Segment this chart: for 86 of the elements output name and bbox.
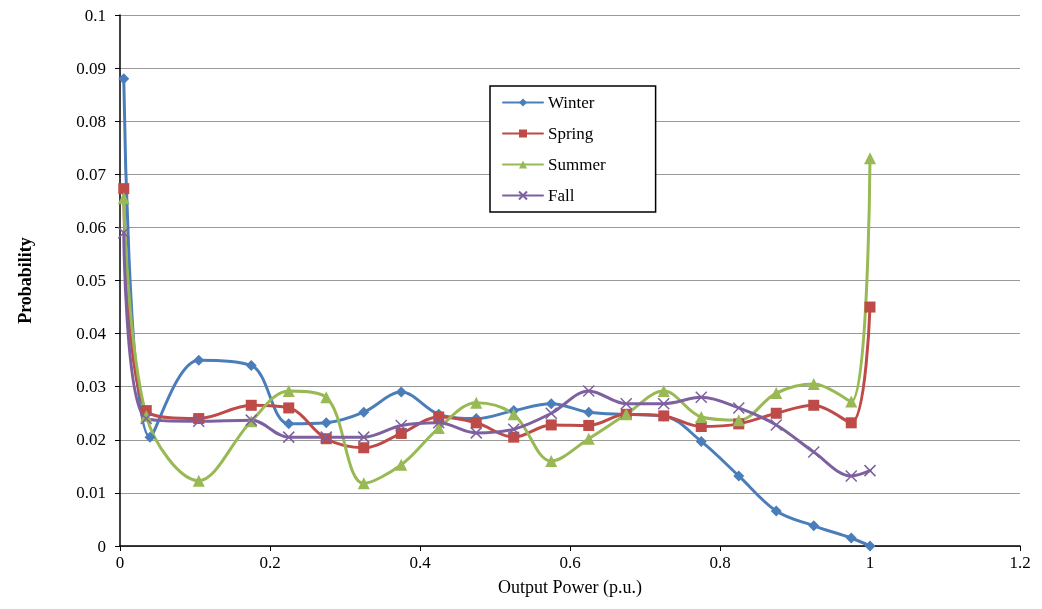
- y-tick-label: 0.07: [76, 164, 107, 184]
- point: [732, 414, 745, 427]
- y-tick-label: 0.01: [76, 483, 106, 503]
- point: [508, 431, 520, 443]
- x-tick-label: 0.2: [259, 553, 281, 572]
- point: [845, 469, 858, 483]
- legend-label: Winter: [548, 93, 595, 112]
- point: [695, 410, 708, 423]
- point: [807, 378, 820, 391]
- point: [863, 464, 877, 477]
- point: [192, 474, 205, 487]
- x-tick-label: 1.2: [1009, 553, 1031, 572]
- point: [144, 431, 156, 443]
- point: [357, 430, 370, 444]
- x-tick-label: 0.8: [709, 553, 731, 572]
- y-tick-label: 0.06: [76, 217, 106, 237]
- point: [470, 396, 483, 409]
- y-tick-label: 0.1: [84, 5, 106, 25]
- point: [733, 470, 745, 482]
- point: [808, 520, 820, 532]
- point: [283, 418, 295, 430]
- point: [358, 406, 370, 418]
- point: [807, 445, 820, 459]
- legend-label: Summer: [548, 155, 606, 174]
- point: [117, 226, 130, 239]
- legend-label: Fall: [548, 186, 575, 205]
- point: [432, 416, 445, 430]
- point: [695, 435, 707, 447]
- y-tick-label: 0.09: [76, 58, 106, 78]
- y-tick-label: 0: [97, 536, 106, 556]
- x-tick-label: 0.4: [409, 553, 432, 572]
- point: [245, 359, 257, 371]
- point: [770, 387, 783, 400]
- point: [657, 384, 670, 397]
- point: [320, 417, 332, 429]
- point: [470, 426, 483, 440]
- point: [808, 399, 820, 411]
- point: [117, 192, 130, 205]
- point: [118, 183, 130, 195]
- point: [695, 391, 708, 404]
- y-tick-label: 0.05: [76, 271, 106, 290]
- x-tick-label: 0: [115, 553, 125, 572]
- point: [845, 417, 857, 429]
- point: [845, 395, 858, 408]
- point: [357, 477, 370, 490]
- y-tick-label: 0.08: [76, 111, 106, 131]
- point: [864, 540, 876, 552]
- point: [470, 417, 482, 429]
- point: [282, 430, 295, 444]
- point: [245, 399, 257, 411]
- y-tick-label: 0.04: [76, 324, 107, 344]
- point: [583, 419, 595, 431]
- point: [582, 432, 595, 445]
- point: [395, 458, 408, 471]
- point: [864, 152, 876, 165]
- point: [320, 391, 333, 404]
- point: [283, 402, 295, 414]
- point: [395, 427, 407, 439]
- point: [845, 532, 857, 544]
- point: [545, 455, 558, 468]
- point: [583, 406, 595, 418]
- point: [770, 407, 782, 419]
- point: [620, 397, 633, 410]
- point: [864, 301, 876, 313]
- point: [582, 384, 595, 398]
- point: [545, 407, 558, 420]
- point: [395, 419, 408, 432]
- y-axis-title: Probability: [15, 237, 35, 324]
- point: [657, 397, 670, 410]
- y-tick-label: 0.03: [76, 377, 106, 397]
- point: [545, 398, 557, 410]
- x-tick-label: 1: [865, 553, 875, 572]
- point: [395, 386, 407, 398]
- point: [282, 384, 295, 397]
- x-axis-title: Output Power (p.u.): [498, 577, 642, 598]
- point: [507, 422, 520, 436]
- point: [545, 419, 557, 431]
- point: [507, 408, 520, 421]
- point: [770, 505, 782, 517]
- y-tick-label: 0.02: [76, 430, 106, 450]
- point: [118, 73, 130, 85]
- point: [732, 401, 745, 415]
- x-tick-label: 0.6: [559, 553, 581, 572]
- legend-label: Spring: [548, 124, 594, 143]
- point: [770, 418, 783, 432]
- point: [358, 442, 370, 454]
